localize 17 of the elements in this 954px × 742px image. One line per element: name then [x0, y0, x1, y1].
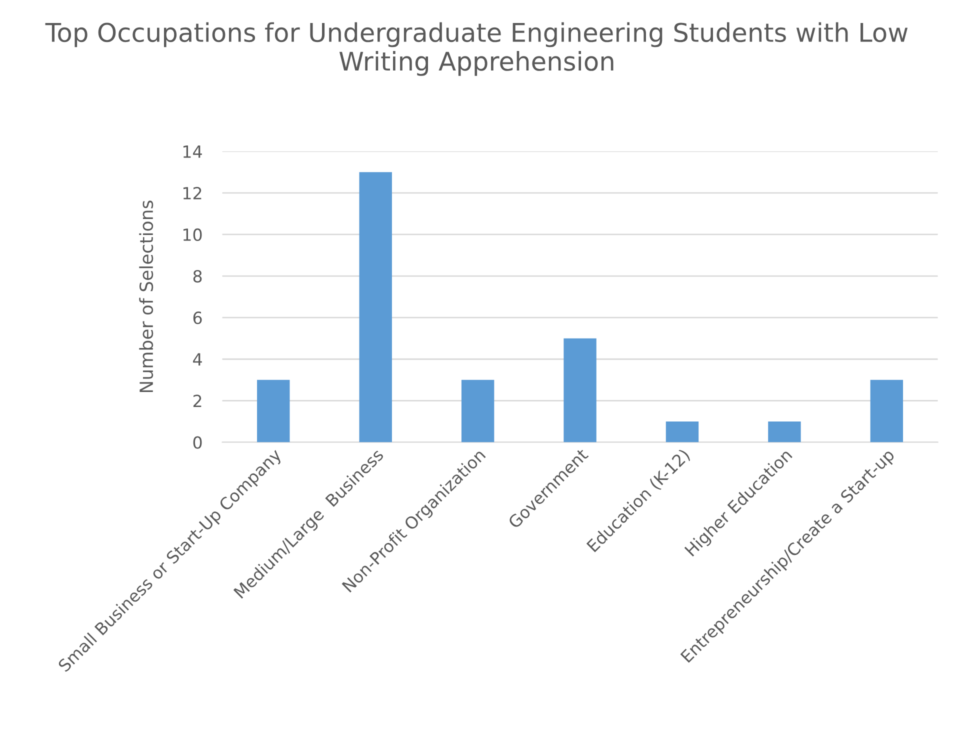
y-tick-label: 6 — [193, 312, 202, 324]
y-tick-label: 2 — [193, 394, 202, 408]
y-tick-label: 8 — [193, 270, 202, 283]
bar — [768, 421, 801, 442]
y-tick-label: 14 — [183, 146, 202, 158]
y-axis-title: Number of Selections — [139, 200, 154, 392]
bar — [257, 380, 290, 442]
y-tick-label: 10 — [183, 228, 202, 242]
bar — [461, 380, 494, 442]
bar — [666, 421, 699, 442]
bar — [564, 338, 596, 442]
y-tick-label: 4 — [193, 353, 202, 366]
chart-title: Top Occupations for Undergraduate Engineering Students with Low Writing Apprehension — [45, 22, 908, 76]
y-tick-label: 0 — [193, 436, 202, 449]
bar — [870, 380, 904, 442]
bar — [359, 172, 392, 442]
y-tick-label: 12 — [183, 186, 202, 200]
